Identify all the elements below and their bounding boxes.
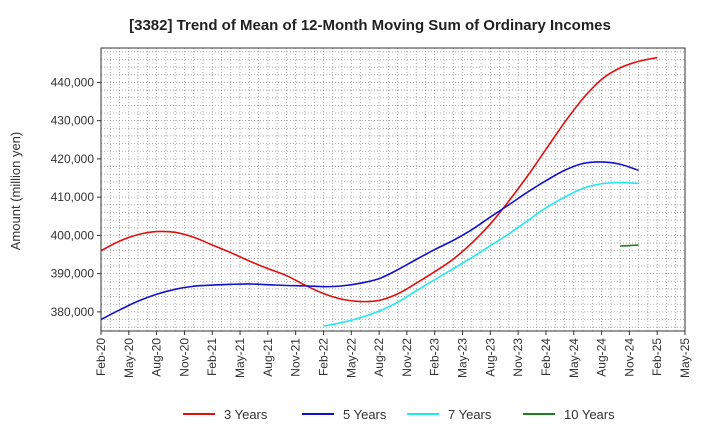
x-tick-label: May-25: [678, 338, 692, 378]
x-tick-label: Nov-22: [400, 338, 414, 377]
y-tick-label: 410,000: [51, 190, 95, 204]
plot-frame: [100, 47, 686, 332]
y-tick-label: 430,000: [51, 114, 95, 128]
x-tick-label: May-22: [344, 338, 358, 378]
x-tick-label: Feb-25: [650, 338, 664, 376]
y-tick-label: 400,000: [51, 228, 95, 242]
x-tick-label: Aug-20: [150, 338, 164, 377]
legend-label: 7 Years: [448, 407, 492, 422]
y-axis-ticks: 380,000 390,000 400,000 410,000 420,000 430,0…: [51, 75, 101, 319]
x-tick-label: Feb-21: [205, 338, 219, 376]
legend-label: 3 Years: [224, 407, 268, 422]
x-tick-label: May-23: [456, 338, 470, 378]
x-tick-label: Feb-23: [428, 338, 442, 376]
x-tick-label: Aug-22: [372, 338, 386, 377]
x-tick-label: Aug-21: [261, 338, 275, 377]
x-tick-label: Nov-20: [177, 338, 191, 377]
x-tick-label: May-24: [567, 338, 581, 378]
x-tick-label: Aug-24: [595, 338, 609, 377]
x-tick-label: Nov-23: [511, 338, 525, 377]
x-tick-label: Aug-23: [483, 338, 497, 377]
y-tick-label: 440,000: [51, 75, 95, 89]
x-tick-label: May-21: [233, 338, 247, 378]
y-axis-label: Amount (million yen): [8, 132, 23, 251]
gridlines: [101, 48, 685, 331]
x-tick-label: Feb-20: [94, 338, 108, 376]
y-tick-label: 420,000: [51, 152, 95, 166]
series-line-3-years: [100, 56, 658, 303]
y-tick-label: 380,000: [51, 305, 95, 319]
x-tick-label: Feb-24: [539, 338, 553, 376]
x-tick-label: Feb-22: [316, 338, 330, 376]
series-line-5-years: [100, 161, 639, 321]
y-tick-label: 390,000: [51, 267, 95, 281]
x-tick-label: May-20: [122, 338, 136, 378]
series-line-7-years: [323, 181, 639, 327]
chart-title: [3382] Trend of Mean of 12-Month Moving …: [129, 17, 611, 34]
legend: 3 Years 5 Years 7 Years 10 Years: [183, 407, 615, 422]
series-line-10-years: [620, 244, 639, 247]
legend-label: 10 Years: [564, 407, 615, 422]
series-layer: [100, 56, 658, 327]
legend-label: 5 Years: [343, 407, 387, 422]
x-axis-ticks: Feb-20 May-20 Aug-20 Nov-20 Feb-21 May-21 Aug-…: [94, 331, 692, 378]
x-tick-label: Nov-21: [289, 338, 303, 377]
x-tick-label: Nov-24: [622, 338, 636, 377]
